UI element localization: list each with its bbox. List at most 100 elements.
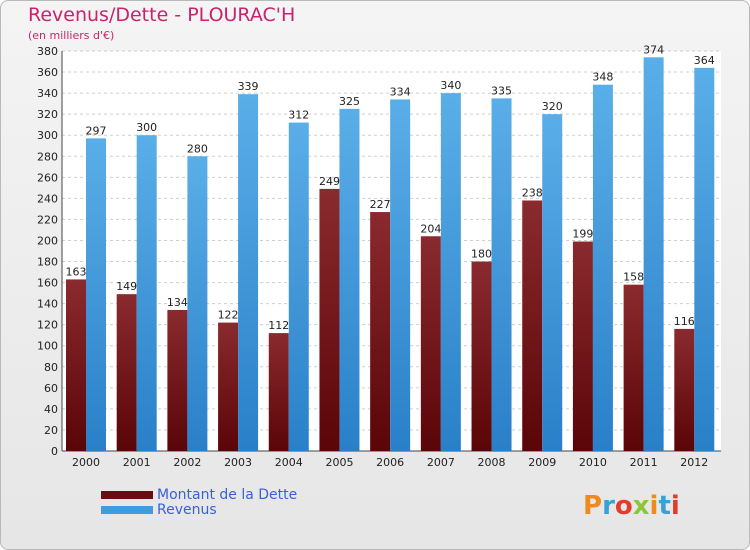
data-label: 112 [268, 319, 289, 332]
bar-dette [420, 236, 441, 451]
data-label: 199 [572, 228, 593, 241]
bar-revenus [339, 108, 360, 451]
logo-letter: x [632, 491, 650, 521]
legend-label-revenus: Revenus [157, 502, 217, 518]
bar-dette [319, 188, 340, 452]
data-label: 312 [288, 109, 309, 122]
x-tick-label: 2007 [427, 456, 455, 469]
data-label: 149 [116, 280, 137, 293]
logo-letter: t [658, 491, 671, 521]
logo-letter: i [649, 491, 659, 521]
y-tick-label: 100 [37, 340, 58, 353]
data-label: 249 [319, 175, 340, 188]
legend-label-debt: Montant de la Dette [157, 487, 298, 503]
data-label: 158 [623, 271, 644, 284]
legend-item-debt: Montant de la Dette [101, 487, 297, 503]
data-label: 163 [66, 265, 87, 278]
data-label: 335 [491, 84, 512, 97]
bar-dette [471, 261, 492, 451]
x-tick-label: 2003 [224, 456, 252, 469]
x-tick-label: 2011 [630, 456, 658, 469]
legend-swatch-revenus [101, 506, 153, 514]
legend-item-revenus: Revenus [101, 502, 217, 518]
y-tick-label: 220 [37, 213, 58, 226]
bar-dette [623, 284, 644, 451]
data-label: 238 [522, 186, 543, 199]
bar-dette [268, 333, 289, 451]
bar-revenus [86, 138, 106, 452]
data-label: 116 [674, 315, 695, 328]
y-tick-label: 380 [37, 45, 58, 58]
logo-letter: o [614, 491, 633, 521]
data-label: 204 [420, 222, 441, 235]
y-tick-label: 280 [37, 150, 58, 163]
y-tick-label: 60 [44, 382, 58, 395]
data-label: 340 [440, 79, 461, 92]
x-tick-label: 2006 [376, 456, 404, 469]
x-tick-label: 2001 [123, 456, 151, 469]
logo-letter: P [583, 491, 603, 521]
data-label: 297 [86, 124, 107, 137]
x-tick-label: 2005 [325, 456, 353, 469]
data-label: 280 [187, 142, 208, 155]
bar-dette [167, 309, 188, 451]
data-label: 227 [370, 198, 391, 211]
bar-dette [674, 328, 695, 451]
bar-revenus [390, 99, 411, 451]
x-tick-label: 2012 [680, 456, 708, 469]
bar-revenus [187, 156, 208, 451]
bar-dette [218, 322, 239, 451]
x-tick-label: 2010 [579, 456, 607, 469]
y-tick-label: 340 [37, 87, 58, 100]
data-label: 364 [694, 54, 715, 67]
bar-revenus [238, 94, 259, 451]
logo-letter: r [602, 491, 615, 521]
legend-swatch-debt [101, 491, 153, 499]
bar-revenus [542, 114, 563, 451]
y-tick-label: 200 [37, 234, 58, 247]
data-label: 325 [339, 95, 360, 108]
data-label: 320 [542, 100, 563, 113]
chart-subtitle: (en milliers d'€) [28, 29, 115, 42]
data-label: 300 [136, 121, 157, 134]
bar-dette [370, 212, 391, 451]
data-label: 122 [218, 309, 239, 322]
data-label: 334 [390, 85, 411, 98]
bar-revenus [491, 98, 512, 452]
bar-revenus [592, 84, 613, 452]
bar-dette [116, 294, 137, 451]
bar-revenus [440, 93, 461, 452]
chart-title: Revenus/Dette - PLOURAC'H [28, 4, 296, 26]
data-label: 339 [238, 80, 259, 93]
y-tick-label: 80 [44, 361, 58, 374]
bar-revenus [136, 135, 157, 452]
y-tick-label: 20 [44, 424, 58, 437]
data-label: 134 [167, 296, 188, 309]
y-tick-label: 300 [37, 129, 58, 142]
bar-dette [66, 279, 86, 451]
bar-dette [522, 200, 543, 451]
y-tick-label: 320 [37, 108, 58, 121]
y-tick-label: 40 [44, 403, 58, 416]
bar-dette [572, 241, 593, 451]
y-tick-label: 360 [37, 66, 58, 79]
logo-letter: i [670, 491, 680, 521]
data-label: 374 [643, 43, 664, 56]
y-tick-label: 0 [51, 445, 58, 458]
y-tick-label: 120 [37, 319, 58, 332]
data-label: 348 [592, 71, 613, 84]
x-tick-label: 2000 [72, 456, 100, 469]
data-label: 180 [471, 248, 492, 261]
x-tick-label: 2009 [528, 456, 556, 469]
y-tick-label: 180 [37, 256, 58, 269]
y-tick-label: 260 [37, 171, 58, 184]
y-tick-label: 240 [37, 192, 58, 205]
bar-revenus [643, 57, 664, 451]
x-tick-label: 2002 [173, 456, 201, 469]
bar-revenus [288, 122, 309, 451]
y-tick-label: 160 [37, 277, 58, 290]
bar-revenus [694, 67, 715, 451]
x-tick-label: 2004 [275, 456, 303, 469]
